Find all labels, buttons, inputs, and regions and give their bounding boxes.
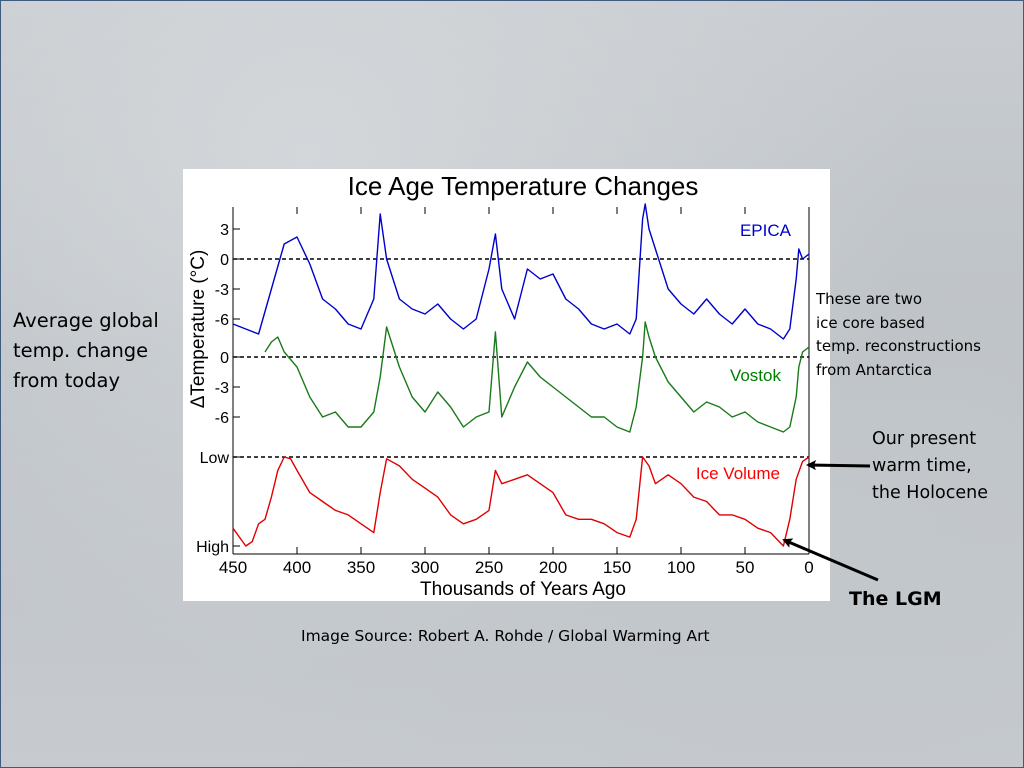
- y-tick-label: -3: [215, 282, 229, 299]
- right-note: These are two ice core based temp. recon…: [816, 288, 1016, 382]
- right-note-line: These are two: [816, 290, 923, 308]
- x-tick-label: 150: [603, 558, 631, 577]
- series-line-vostok: [264, 321, 810, 433]
- x-tick-label: 300: [411, 558, 439, 577]
- holocene-note: Our present warm time, the Holocene: [872, 426, 1022, 507]
- y-tick-label: High: [196, 539, 229, 556]
- series-label: Vostok: [730, 366, 782, 385]
- right-note-line: temp. reconstructions: [816, 337, 981, 355]
- y-tick-label: Low: [200, 450, 230, 467]
- series-line-epica: [232, 203, 810, 340]
- image-source: Image Source: Robert A. Rohde / Global W…: [301, 627, 710, 645]
- y-tick-label: -6: [215, 410, 229, 427]
- series-line-ice-volume: [232, 456, 810, 547]
- x-tick-label: 200: [539, 558, 567, 577]
- left-note-line: Average global: [13, 309, 159, 332]
- x-tick-label: 450: [219, 558, 247, 577]
- holocene-note-line: Our present: [872, 429, 977, 449]
- y-tick-label: -3: [215, 380, 229, 397]
- y-tick-label: -6: [215, 312, 229, 329]
- x-tick-label: 100: [667, 558, 695, 577]
- x-tick-label: 50: [736, 558, 755, 577]
- lgm-label: The LGM: [849, 588, 942, 610]
- y-tick-label: 3: [220, 222, 229, 239]
- right-note-line: from Antarctica: [816, 360, 933, 379]
- y-tick-label: 0: [220, 350, 229, 367]
- left-note-line: temp. change: [13, 339, 149, 362]
- x-tick-label: 400: [283, 558, 311, 577]
- left-note-line: from today: [13, 369, 121, 392]
- chart-panel: Ice Age Temperature Changes ΔTemperature…: [183, 169, 830, 601]
- x-axis-label: Thousands of Years Ago: [420, 579, 626, 600]
- ice-age-chart: Ice Age Temperature Changes ΔTemperature…: [188, 171, 814, 600]
- x-tick-label: 350: [347, 558, 375, 577]
- series-label: EPICA: [740, 221, 792, 240]
- holocene-note-line: the Holocene: [872, 483, 988, 503]
- y-axis-label: ΔTemperature (°C): [188, 250, 209, 409]
- series-label: Ice Volume: [696, 464, 780, 483]
- x-tick-label: 250: [475, 558, 503, 577]
- chart-title: Ice Age Temperature Changes: [348, 171, 699, 201]
- right-note-line: ice core based: [816, 313, 925, 332]
- y-tick-label: 0: [220, 252, 229, 269]
- x-tick-label: 0: [804, 558, 813, 577]
- holocene-note-line: warm time,: [872, 456, 972, 476]
- left-note: Average global temp. change from today: [13, 306, 183, 396]
